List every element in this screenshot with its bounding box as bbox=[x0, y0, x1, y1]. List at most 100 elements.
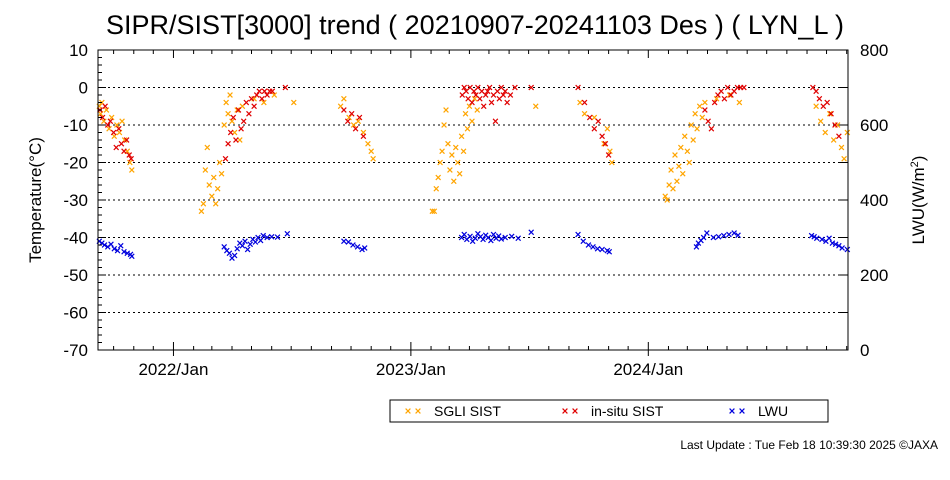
lwu-point bbox=[826, 235, 832, 242]
in-situ-sist-point bbox=[341, 107, 347, 113]
in-situ-sist-point bbox=[253, 92, 260, 98]
sgli-sist-point bbox=[365, 140, 371, 147]
sgli-sist-point bbox=[702, 99, 708, 106]
in-situ-sist-point bbox=[261, 88, 268, 95]
sgli-sist-point bbox=[690, 137, 697, 143]
in-situ-sist-point bbox=[356, 114, 363, 121]
lwu-point bbox=[247, 241, 254, 248]
sgli-sist-point bbox=[609, 159, 615, 166]
sgli-sist-point bbox=[127, 159, 133, 166]
y-tick-label: 10 bbox=[69, 41, 88, 60]
lwu-point bbox=[508, 233, 515, 240]
in-situ-sist-point bbox=[104, 122, 111, 128]
sgli-sist-point bbox=[464, 125, 471, 132]
sgli-sist-point bbox=[225, 110, 231, 117]
in-situ-sist-point bbox=[702, 107, 708, 113]
in-situ-sist-point bbox=[486, 84, 493, 91]
in-situ-sist-point bbox=[110, 129, 117, 136]
sgli-sist-point bbox=[532, 103, 539, 110]
sgli-sist-point bbox=[471, 95, 478, 102]
sgli-sist-point bbox=[458, 133, 465, 140]
sgli-sist-point bbox=[679, 170, 686, 177]
lwu-point bbox=[124, 250, 131, 257]
sgli-sist-point bbox=[452, 144, 459, 151]
sgli-sist-point bbox=[670, 185, 676, 192]
sgli-sist-point bbox=[696, 103, 703, 110]
lwu-point bbox=[704, 230, 710, 236]
last-update-text: Last Update : Tue Feb 18 10:39:30 2025 ©… bbox=[680, 438, 938, 452]
in-situ-sist-point bbox=[724, 84, 731, 91]
lwu-point bbox=[580, 238, 587, 245]
lwu-legend-marker-2 bbox=[739, 408, 745, 414]
lwu-point bbox=[361, 245, 368, 251]
in-situ-sist-legend-marker-1 bbox=[562, 408, 568, 414]
lwu-point bbox=[345, 239, 352, 245]
in-situ-sist-point bbox=[102, 103, 108, 110]
sgli-sist-point bbox=[221, 122, 228, 128]
x-tick-label: 2024/Jan bbox=[613, 360, 683, 379]
data-points bbox=[96, 84, 851, 261]
sgli-sist-point bbox=[469, 118, 475, 125]
lwu-point bbox=[590, 244, 596, 250]
lwu-point bbox=[284, 230, 291, 237]
y-tick-label: -50 bbox=[63, 266, 88, 285]
in-situ-sist-point bbox=[504, 99, 510, 106]
x-tick-label: 2023/Jan bbox=[376, 360, 446, 379]
sgli-sist-point bbox=[433, 185, 440, 192]
sgli-sist-point bbox=[830, 137, 837, 143]
in-situ-sist-point bbox=[502, 88, 509, 95]
sgli-sist-point bbox=[129, 167, 135, 173]
lwu-point bbox=[117, 242, 124, 249]
lwu-point bbox=[502, 234, 509, 241]
lwu-point bbox=[819, 236, 825, 243]
in-situ-sist-point bbox=[528, 84, 535, 91]
sgli-sist-point bbox=[445, 140, 451, 147]
in-situ-sist-point bbox=[477, 95, 483, 102]
sgli-sist-point bbox=[450, 178, 457, 185]
in-situ-sist-legend-marker-2 bbox=[572, 408, 578, 414]
y2-tick-label: 400 bbox=[860, 191, 888, 210]
y2-tick-label: 0 bbox=[860, 341, 869, 360]
lwu-point bbox=[350, 242, 356, 248]
sgli-sist-point bbox=[841, 155, 847, 162]
in-situ-sist-point bbox=[480, 103, 487, 110]
x-tick-label: 2022/Jan bbox=[138, 360, 208, 379]
lwu-point bbox=[108, 241, 114, 248]
sgli-sist-point bbox=[662, 193, 669, 200]
in-situ-sist-point bbox=[128, 155, 134, 162]
in-situ-sist-point bbox=[721, 95, 728, 102]
lwu-legend-label: LWU bbox=[758, 403, 788, 419]
lwu-point bbox=[731, 230, 737, 236]
in-situ-sist-point bbox=[259, 95, 265, 102]
sgli-sist-point bbox=[435, 174, 442, 181]
lwu-point bbox=[257, 237, 264, 244]
in-situ-sist-point bbox=[264, 92, 270, 98]
sgli-sist-point bbox=[699, 114, 706, 121]
in-situ-sist-point bbox=[248, 95, 255, 102]
in-situ-sist-point bbox=[832, 122, 838, 128]
lwu-point bbox=[341, 238, 347, 245]
lwu-point bbox=[490, 231, 497, 238]
lwu-point bbox=[700, 234, 707, 241]
in-situ-sist-point bbox=[99, 114, 106, 121]
sgli-sist-point bbox=[736, 99, 743, 106]
sgli-sist-point bbox=[826, 110, 833, 117]
sgli-sist-point bbox=[686, 159, 693, 166]
lwu-point bbox=[467, 233, 473, 240]
sgli-sist-point bbox=[202, 167, 209, 173]
sgli-sist-point bbox=[370, 155, 376, 162]
in-situ-sist-point bbox=[243, 99, 250, 106]
sgli-sist-point bbox=[439, 148, 445, 155]
in-situ-sist-point bbox=[591, 125, 598, 132]
sgli-sist-point bbox=[198, 208, 205, 215]
sgli-sist-point bbox=[601, 140, 607, 147]
sgli-sist-point bbox=[688, 122, 695, 128]
sgli-sist-point bbox=[210, 174, 217, 181]
sgli-sist-point bbox=[577, 99, 583, 106]
sgli-sist-point bbox=[229, 118, 235, 125]
sgli-sist-point bbox=[114, 122, 120, 128]
sgli-sist-point bbox=[462, 110, 469, 117]
in-situ-sist-point bbox=[352, 125, 359, 132]
in-situ-sist-point bbox=[605, 152, 612, 158]
in-situ-sist-point bbox=[708, 125, 715, 132]
